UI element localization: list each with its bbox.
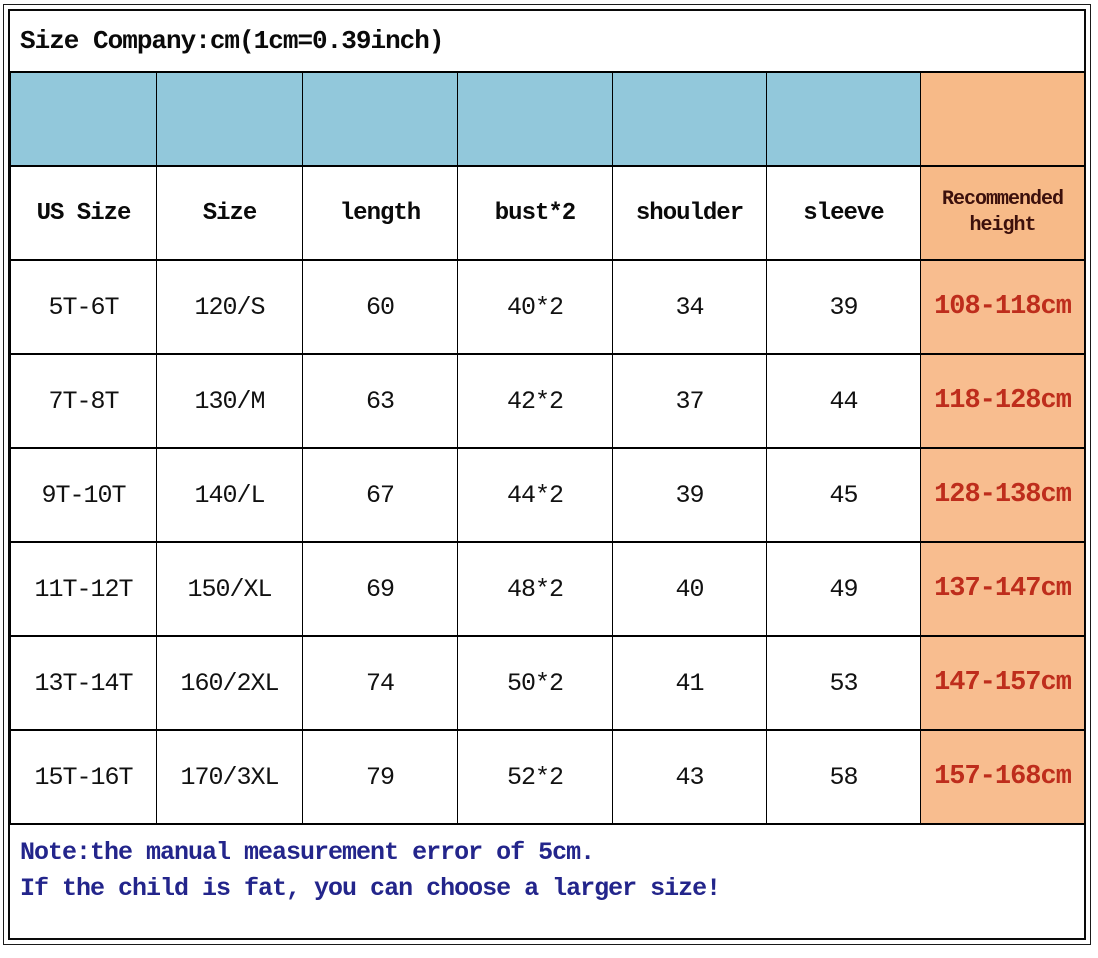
cell-size: 120/S [156, 259, 303, 355]
color-band-cell [302, 71, 458, 167]
cell-recommended-height: 137-147cm [920, 541, 1085, 637]
color-band-row [10, 71, 1085, 167]
cell-length: 63 [302, 353, 458, 449]
size-chart-table: US Size Size length bust*2 shoulder slee… [10, 71, 1085, 825]
note-line-1: Note:the manual measurement error of 5cm… [20, 838, 595, 867]
color-band-cell [766, 71, 921, 167]
cell-sleeve: 44 [766, 353, 921, 449]
cell-sleeve: 39 [766, 259, 921, 355]
cell-shoulder: 41 [612, 635, 767, 731]
cell-us-size: 7T-8T [10, 353, 157, 449]
color-band-cell [10, 71, 157, 167]
note-line-2: If the child is fat, you can choose a la… [20, 874, 721, 904]
cell-shoulder: 43 [612, 729, 767, 825]
color-band-cell [612, 71, 767, 167]
table-row: 13T-14T 160/2XL 74 50*2 41 53 147-157cm [10, 635, 1085, 731]
cell-recommended-height: 157-168cm [920, 729, 1085, 825]
cell-bust: 52*2 [457, 729, 613, 825]
cell-size: 150/XL [156, 541, 303, 637]
cell-length: 74 [302, 635, 458, 731]
cell-us-size: 15T-16T [10, 729, 157, 825]
cell-shoulder: 34 [612, 259, 767, 355]
column-header-bust: bust*2 [457, 165, 613, 261]
note: Note:the manual measurement error of 5cm… [10, 825, 1084, 938]
cell-length: 69 [302, 541, 458, 637]
column-header-us-size: US Size [10, 165, 157, 261]
column-header-sleeve: sleeve [766, 165, 921, 261]
table-row: 15T-16T 170/3XL 79 52*2 43 58 157-168cm [10, 729, 1085, 825]
column-header-size: Size [156, 165, 303, 261]
column-header-length: length [302, 165, 458, 261]
cell-length: 79 [302, 729, 458, 825]
cell-recommended-height: 128-138cm [920, 447, 1085, 543]
cell-bust: 50*2 [457, 635, 613, 731]
cell-recommended-height: 147-157cm [920, 635, 1085, 731]
cell-length: 67 [302, 447, 458, 543]
page-title: Size Company:cm(1cm=0.39inch) [20, 26, 444, 56]
cell-us-size: 11T-12T [10, 541, 157, 637]
color-band-cell-orange [920, 71, 1085, 167]
cell-length: 60 [302, 259, 458, 355]
cell-size: 160/2XL [156, 635, 303, 731]
cell-sleeve: 58 [766, 729, 921, 825]
cell-us-size: 9T-10T [10, 447, 157, 543]
column-header-shoulder: shoulder [612, 165, 767, 261]
cell-shoulder: 40 [612, 541, 767, 637]
cell-sleeve: 49 [766, 541, 921, 637]
cell-bust: 48*2 [457, 541, 613, 637]
cell-shoulder: 39 [612, 447, 767, 543]
table-row: 5T-6T 120/S 60 40*2 34 39 108-118cm [10, 259, 1085, 355]
color-band-cell [457, 71, 613, 167]
cell-recommended-height: 108-118cm [920, 259, 1085, 355]
table-row: 7T-8T 130/M 63 42*2 37 44 118-128cm [10, 353, 1085, 449]
cell-size: 130/M [156, 353, 303, 449]
cell-recommended-height: 118-128cm [920, 353, 1085, 449]
cell-sleeve: 53 [766, 635, 921, 731]
color-band-cell [156, 71, 303, 167]
cell-us-size: 5T-6T [10, 259, 157, 355]
cell-us-size: 13T-14T [10, 635, 157, 731]
table-row: 9T-10T 140/L 67 44*2 39 45 128-138cm [10, 447, 1085, 543]
cell-size: 140/L [156, 447, 303, 543]
cell-bust: 42*2 [457, 353, 613, 449]
table-row: 11T-12T 150/XL 69 48*2 40 49 137-147cm [10, 541, 1085, 637]
cell-bust: 40*2 [457, 259, 613, 355]
cell-size: 170/3XL [156, 729, 303, 825]
cell-sleeve: 45 [766, 447, 921, 543]
header-row: US Size Size length bust*2 shoulder slee… [10, 165, 1085, 261]
cell-bust: 44*2 [457, 447, 613, 543]
column-header-recommended-height: Recommended height [920, 165, 1085, 261]
cell-shoulder: 37 [612, 353, 767, 449]
size-chart-frame: Size Company:cm(1cm=0.39inch) US [3, 4, 1091, 945]
size-chart-inner-frame: Size Company:cm(1cm=0.39inch) US [8, 9, 1086, 940]
